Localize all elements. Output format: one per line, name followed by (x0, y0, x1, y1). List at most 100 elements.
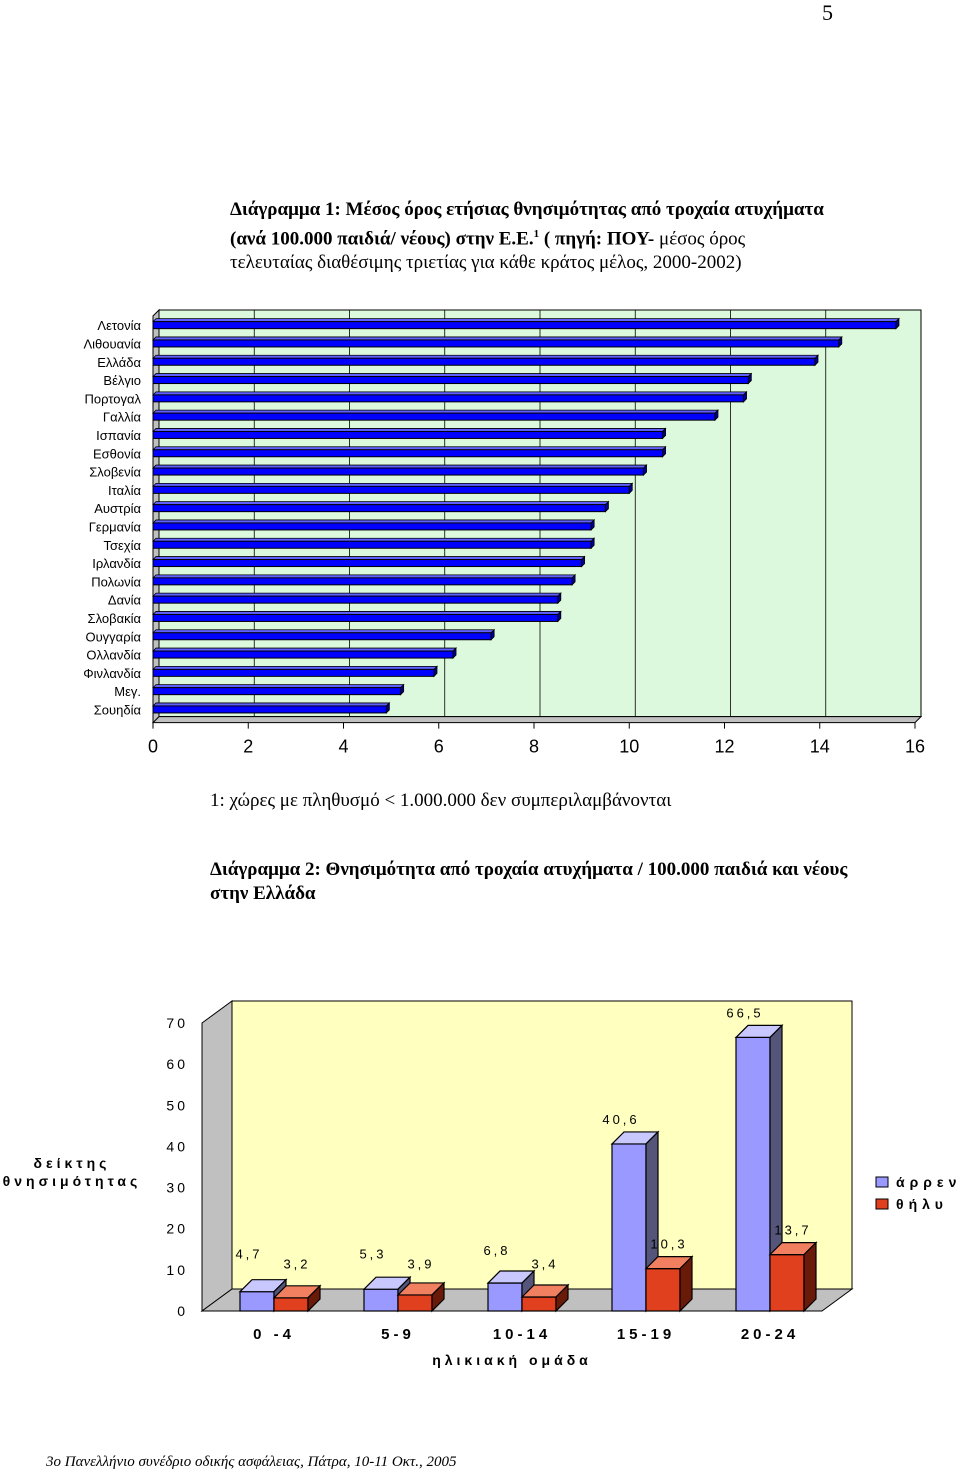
chart1-category-label: Φινλανδία (83, 666, 141, 681)
chart1-bar (152, 467, 645, 476)
chart2-y-tick-label: 50 (166, 1097, 188, 1113)
chart1-bar (152, 559, 583, 568)
chart2-data-label: 66,5 (726, 1005, 763, 1020)
chart1-category-label: Ολλανδία (86, 648, 141, 663)
chart2-data-label: 5,3 (359, 1246, 386, 1261)
chart1-category-label: Μεγ. (114, 684, 141, 699)
chart1-bar (152, 522, 592, 531)
chart2-y-tick-label: 10 (166, 1262, 188, 1278)
chart2-bar (769, 1254, 805, 1312)
footer: 3ο Πανελλήνιο συνέδριο οδικής ασφάλειας,… (46, 1454, 457, 1470)
chart2-data-label: 6,8 (483, 1243, 510, 1258)
chart2-y-tick-label: 70 (166, 1015, 188, 1031)
chart1-category-label: Γερμανία (89, 519, 142, 534)
chart1-bar (152, 613, 559, 622)
chart1-bar (152, 430, 664, 439)
chart1-bar (152, 577, 573, 586)
chart2-bar (521, 1296, 557, 1312)
chart2-bar-side (555, 1283, 569, 1313)
chart1-x-tick-label: 6 (434, 737, 444, 757)
chart1-category-label: Δανία (108, 593, 142, 608)
chart1-bar (152, 376, 749, 385)
chart2-bar (273, 1297, 309, 1312)
chart1-x-tick-label: 4 (338, 737, 348, 757)
chart1-bar (152, 485, 630, 494)
chart2-data-label: 13,7 (774, 1223, 811, 1238)
chart2-y-tick-label: 0 (177, 1303, 188, 1319)
chart1-bar (152, 595, 559, 604)
chart2-bar-side (803, 1241, 817, 1313)
chart2-y-tick-label: 20 (166, 1221, 188, 1237)
chart1-title: Διάγραμμα 1: Μέσος όρος ετήσιας θνησιμότ… (230, 199, 824, 250)
chart1-bar (152, 705, 387, 714)
chart1-category-label: Λιθουανία (83, 336, 141, 351)
chart2-x-tick-label: 15-19 (617, 1326, 675, 1343)
chart2-grouped-bar-chart: 0 10 20 30 40 50 60 70 δείκτης θνησιμότητας 4,7 3,2… (3, 1000, 960, 1368)
chart1-x-tick-label: 10 (619, 737, 639, 757)
chart1-caption: Διάγραμμα 1: Μέσος όρος ετήσιας θνησιμότ… (230, 198, 830, 275)
chart2-data-label: 4,7 (235, 1246, 262, 1261)
chart1-subtitle: μέσος όρος τελευταίας διαθέσιμης τριετία… (230, 228, 746, 274)
chart1-bar (152, 540, 592, 549)
chart2-y-tick-label: 30 (166, 1180, 188, 1196)
chart1-category-label: Ισπανία (96, 428, 141, 443)
chart2-y-tick-label: 60 (166, 1056, 188, 1072)
chart2-x-tick-label: 5-9 (381, 1326, 415, 1343)
chart2-bar (645, 1268, 681, 1312)
chart2-legend-swatch (875, 1176, 889, 1188)
chart1-bar (152, 412, 716, 421)
chart1-category-label: Εσθονία (93, 446, 142, 461)
chart2-side-wall (201, 1000, 233, 1312)
chart2-bar (239, 1291, 275, 1312)
chart2-data-label: 3,4 (531, 1256, 558, 1271)
chart2-bar-side (679, 1255, 693, 1313)
chart1-category-label: Αυστρία (94, 501, 141, 516)
chart1-bar (152, 394, 745, 403)
chart1-category-label: Σουηδία (94, 702, 142, 717)
chart2-bar (735, 1036, 771, 1312)
chart1-x-tick-label: 0 (148, 737, 158, 757)
chart2-data-label: 3,9 (407, 1256, 434, 1271)
chart2-data-label: 40,6 (602, 1112, 639, 1127)
chart1-category-label: Ιρλανδία (92, 556, 141, 571)
chart1-footnote: 1: χώρες με πληθυσμό < 1.000.000 δεν συμ… (210, 790, 672, 811)
chart1-source: ( πηγή: ΠΟΥ- (539, 228, 655, 250)
chart2-legend-label: άρρεν (896, 1174, 960, 1190)
chart1-bar (152, 687, 402, 696)
chart2-data-label: 3,2 (283, 1256, 310, 1271)
chart1-horizontal-bar-chart: 0 2 4 6 8 10 12 14 16 Λετονία Λιθουανία Ελλάδα Βέλγι… (83, 308, 925, 757)
chart1-bar (152, 668, 435, 677)
chart1-category-label: Πολωνία (91, 574, 141, 589)
chart2-legend-swatch (875, 1198, 889, 1210)
chart2-bar (487, 1282, 523, 1312)
chart1-bar (152, 650, 454, 659)
chart2-y-tick-label: 40 (166, 1138, 188, 1154)
chart1-category-label: Λετονία (97, 318, 141, 333)
chart2-y-axis-label: θνησιμότητας (3, 1173, 142, 1189)
chart1-category-label: Σλοβακία (88, 611, 142, 626)
chart1-category-label: Σλοβενία (89, 465, 141, 480)
chart1-bar (152, 504, 606, 513)
chart1-x-tick-label: 2 (243, 737, 253, 757)
chart1-floor (151, 716, 923, 724)
chart2-bar-side (307, 1284, 321, 1313)
chart2-bar (363, 1288, 399, 1312)
chart2-legend-label: θήλυ (896, 1196, 948, 1212)
chart2-bar-side (431, 1281, 445, 1313)
chart2-x-tick-label: 0 -4 (253, 1326, 295, 1343)
chart2-bar (611, 1143, 647, 1312)
chart1-x-tick-label: 12 (714, 737, 734, 757)
chart1-x-tick-label: 8 (529, 737, 539, 757)
chart1-x-tick-label: 16 (905, 737, 925, 757)
chart1-footnote-mark: 1 (533, 228, 540, 240)
chart2-y-axis-label: δείκτης (34, 1155, 111, 1171)
chart1-side-wall (152, 308, 160, 724)
chart1-bar (152, 339, 840, 348)
chart2-bar (397, 1294, 433, 1312)
chart2-x-tick-label: 20-24 (741, 1326, 799, 1343)
chart1-x-tick-label: 14 (810, 737, 830, 757)
chart1-bar (152, 321, 897, 330)
page-number: 5 (822, 0, 833, 25)
chart2-data-label: 10,3 (650, 1237, 687, 1252)
chart1-bar (152, 449, 664, 458)
